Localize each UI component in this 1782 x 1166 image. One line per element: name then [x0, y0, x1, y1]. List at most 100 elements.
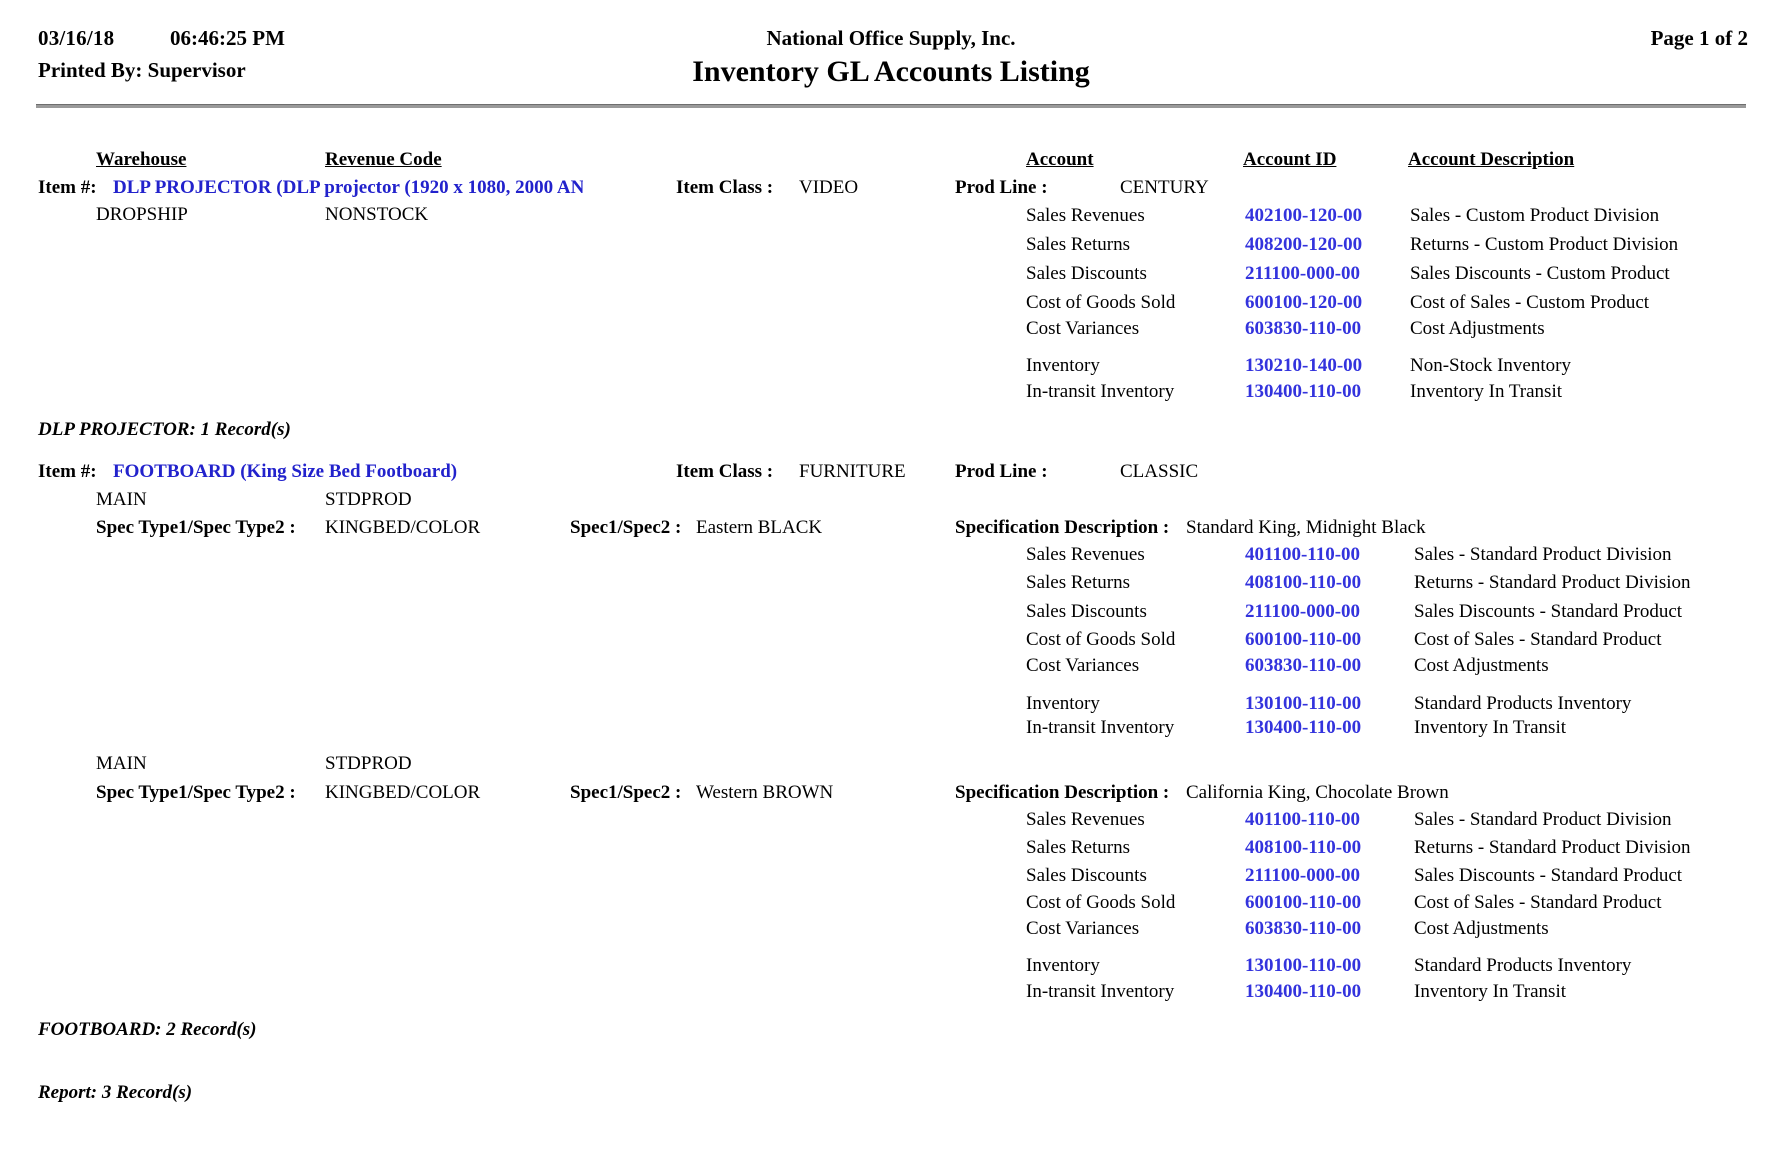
account-id[interactable]: 603830-110-00	[1245, 655, 1362, 676]
print-date: 03/16/18	[38, 26, 115, 50]
report-header: 03/16/18 06:46:25 PM Printed By: Supervi…	[0, 0, 1782, 110]
item-class-value-2: FURNITURE	[799, 461, 906, 482]
account-id[interactable]: 408100-110-00	[1245, 837, 1362, 858]
account-description: Sales - Standard Product Division	[1414, 544, 1672, 565]
account-id[interactable]: 211100-000-00	[1245, 263, 1361, 284]
account-name: Cost Variances	[1026, 918, 1140, 939]
specs-value: Western BROWN	[696, 782, 834, 803]
spec-description-label: Specification Description :	[955, 782, 1170, 803]
account-description: Cost of Sales - Custom Product	[1410, 292, 1650, 313]
account-name: Cost Variances	[1026, 318, 1140, 339]
account-id[interactable]: 402100-120-00	[1245, 205, 1363, 226]
account-name: Sales Discounts	[1026, 601, 1147, 622]
account-description: Cost Adjustments	[1410, 318, 1545, 339]
item-link-2[interactable]: FOOTBOARD (King Size Bed Footboard)	[113, 461, 458, 482]
account-id[interactable]: 600100-110-00	[1245, 892, 1362, 913]
account-name: Sales Returns	[1026, 572, 1130, 593]
company-name: National Office Supply, Inc.	[766, 26, 1016, 50]
warehouse-value: MAIN	[96, 753, 147, 774]
account-description: Sales Discounts - Custom Product	[1410, 263, 1670, 284]
spec-types-label: Spec Type1/Spec Type2 :	[96, 782, 296, 803]
item-record-count-2: FOOTBOARD: 2 Record(s)	[38, 1019, 257, 1040]
item-record-count-1: DLP PROJECTOR: 1 Record(s)	[38, 419, 291, 440]
column-header-account: Account	[1026, 149, 1094, 170]
account-description: Cost of Sales - Standard Product	[1414, 892, 1662, 913]
column-header-warehouse: Warehouse	[96, 149, 187, 170]
account-name: In-transit Inventory	[1026, 717, 1175, 738]
account-name: In-transit Inventory	[1026, 981, 1175, 1002]
account-description: Cost of Sales - Standard Product	[1414, 629, 1662, 650]
account-description: Inventory In Transit	[1410, 381, 1562, 402]
account-description: Sales - Standard Product Division	[1414, 809, 1672, 830]
spec-types-label: Spec Type1/Spec Type2 :	[96, 517, 296, 538]
account-name: In-transit Inventory	[1026, 381, 1175, 402]
account-description: Standard Products Inventory	[1414, 955, 1632, 976]
account-description: Standard Products Inventory	[1414, 693, 1632, 714]
spec-types-value: KINGBED/COLOR	[325, 517, 481, 538]
specs-label: Spec1/Spec2 :	[570, 517, 682, 538]
specs-label: Spec1/Spec2 :	[570, 782, 682, 803]
spec-description-value: California King, Chocolate Brown	[1186, 782, 1449, 803]
account-id[interactable]: 130400-110-00	[1245, 381, 1362, 402]
account-name: Inventory	[1026, 355, 1100, 376]
account-name: Sales Returns	[1026, 234, 1130, 255]
item-number-label-2: Item #:	[38, 461, 97, 482]
header-divider	[36, 104, 1746, 108]
prod-line-value-1: CENTURY	[1120, 177, 1209, 198]
account-id[interactable]: 211100-000-00	[1245, 865, 1361, 886]
account-id[interactable]: 600100-110-00	[1245, 629, 1362, 650]
account-name: Sales Revenues	[1026, 809, 1145, 830]
account-description: Sales Discounts - Standard Product	[1414, 865, 1683, 886]
item-class-label-2: Item Class :	[676, 461, 774, 482]
spec-types-value: KINGBED/COLOR	[325, 782, 481, 803]
account-description: Returns - Standard Product Division	[1414, 572, 1691, 593]
revenue-code-value: STDPROD	[325, 489, 412, 510]
warehouse-value: MAIN	[96, 489, 147, 510]
account-description: Inventory In Transit	[1414, 981, 1566, 1002]
specs-value: Eastern BLACK	[696, 517, 823, 538]
account-name: Inventory	[1026, 693, 1100, 714]
account-id[interactable]: 408100-110-00	[1245, 572, 1362, 593]
account-description: Returns - Custom Product Division	[1410, 234, 1679, 255]
column-header-revenue-code: Revenue Code	[325, 149, 442, 170]
account-id[interactable]: 401100-110-00	[1245, 809, 1361, 830]
item-class-label-1: Item Class :	[676, 177, 774, 198]
account-name: Cost of Goods Sold	[1026, 892, 1176, 913]
account-name: Sales Revenues	[1026, 544, 1145, 565]
account-id[interactable]: 600100-120-00	[1245, 292, 1363, 313]
account-description: Sales - Custom Product Division	[1410, 205, 1660, 226]
column-header-account-id: Account ID	[1243, 149, 1337, 170]
item-class-value-1: VIDEO	[799, 177, 859, 198]
item-number-label-1: Item #:	[38, 177, 97, 198]
account-id[interactable]: 401100-110-00	[1245, 544, 1361, 565]
page-title: Inventory GL Accounts Listing	[692, 55, 1090, 88]
account-description: Inventory In Transit	[1414, 717, 1566, 738]
account-description: Non-Stock Inventory	[1410, 355, 1571, 376]
spec-description-value: Standard King, Midnight Black	[1186, 517, 1426, 538]
account-name: Cost of Goods Sold	[1026, 292, 1176, 313]
account-id[interactable]: 603830-110-00	[1245, 318, 1362, 339]
prod-line-label-2: Prod Line :	[955, 461, 1048, 482]
account-id[interactable]: 211100-000-00	[1245, 601, 1361, 622]
account-id[interactable]: 130400-110-00	[1245, 981, 1362, 1002]
prod-line-value-2: CLASSIC	[1120, 461, 1199, 482]
spec-description-label: Specification Description :	[955, 517, 1170, 538]
revenue-code-value-1: NONSTOCK	[325, 204, 429, 225]
print-time: 06:46:25 PM	[170, 26, 285, 50]
account-name: Sales Discounts	[1026, 865, 1147, 886]
account-name: Sales Revenues	[1026, 205, 1145, 226]
account-name: Inventory	[1026, 955, 1100, 976]
account-name: Cost Variances	[1026, 655, 1140, 676]
account-name: Sales Discounts	[1026, 263, 1147, 284]
account-id[interactable]: 130400-110-00	[1245, 717, 1362, 738]
account-id[interactable]: 130100-110-00	[1245, 955, 1362, 976]
account-id[interactable]: 130100-110-00	[1245, 693, 1362, 714]
account-id[interactable]: 130210-140-00	[1245, 355, 1363, 376]
account-id[interactable]: 408200-120-00	[1245, 234, 1363, 255]
report-record-count: Report: 3 Record(s)	[38, 1082, 193, 1103]
item-link-1[interactable]: DLP PROJECTOR (DLP projector (1920 x 108…	[113, 178, 583, 197]
account-id[interactable]: 603830-110-00	[1245, 918, 1362, 939]
column-header-account-description: Account Description	[1408, 149, 1575, 170]
account-name: Sales Returns	[1026, 837, 1130, 858]
